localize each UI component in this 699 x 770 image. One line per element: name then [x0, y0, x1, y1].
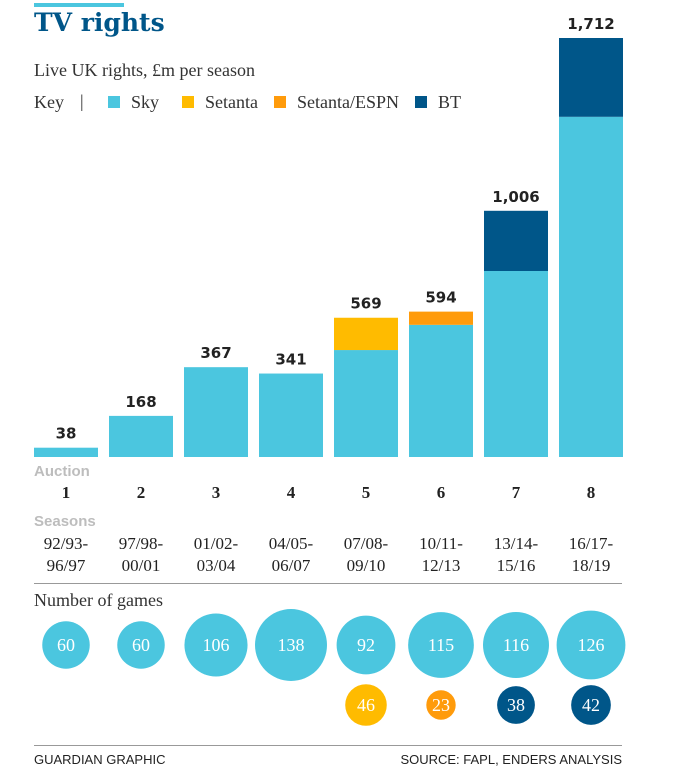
legend-label-bt: BT	[438, 92, 461, 112]
games-count-setanta-espn: 23	[432, 695, 450, 715]
auction-number: 5	[362, 483, 371, 502]
bar-segment-setanta-espn	[409, 311, 473, 325]
bar-total-label: 1,006	[492, 188, 539, 206]
chart-subtitle: Live UK rights, £m per season	[34, 60, 255, 80]
games-count-sky: 115	[428, 635, 454, 655]
season-range-start: 01/02-	[194, 534, 239, 553]
legend-label-setanta-espn: Setanta/ESPN	[297, 92, 399, 112]
bar-segment-sky	[34, 447, 98, 457]
auction-number: 8	[587, 483, 596, 502]
games-circle-bt	[571, 685, 611, 725]
season-range-end: 00/01	[122, 556, 161, 575]
bar-total-label: 594	[425, 289, 456, 307]
games-count-sky: 60	[57, 635, 75, 655]
bar-total-label: 38	[56, 425, 77, 443]
games-count-sky: 60	[132, 635, 150, 655]
games-count-setanta: 46	[357, 695, 375, 715]
games-circle-sky	[408, 612, 474, 678]
season-range-end: 18/19	[572, 556, 611, 575]
games-circle-sky	[336, 615, 396, 675]
bar-segment-sky	[259, 373, 323, 457]
season-range-start: 92/93-	[44, 534, 89, 553]
legend-swatch-bt	[415, 96, 427, 108]
season-range-start: 13/14-	[494, 534, 539, 553]
seasons-axis-label: Seasons	[34, 513, 96, 530]
season-range-start: 07/08-	[344, 534, 389, 553]
auction-number: 7	[512, 483, 521, 502]
bar-segment-sky	[109, 415, 173, 457]
auction-number: 4	[287, 483, 296, 502]
title-accent-bar	[34, 3, 124, 7]
legend-swatch-setanta	[182, 96, 194, 108]
bar-segment-sky	[334, 350, 398, 457]
bar-total-label: 341	[275, 351, 306, 369]
season-range-start: 04/05-	[269, 534, 314, 553]
season-range-end: 03/04	[197, 556, 236, 575]
games-circle-sky	[42, 621, 90, 669]
games-circle-bt	[497, 686, 535, 724]
bar-total-label: 168	[125, 393, 156, 411]
auction-number: 3	[212, 483, 221, 502]
games-circle-sky	[482, 611, 550, 679]
legend-swatch-setanta-espn	[274, 96, 286, 108]
season-range-end: 06/07	[272, 556, 311, 575]
bar-segment-sky	[184, 367, 248, 457]
bar-segment-sky	[559, 116, 623, 457]
season-range-end: 09/10	[347, 556, 386, 575]
bar-total-label: 367	[200, 344, 231, 362]
season-range-end: 96/97	[47, 556, 86, 575]
games-count-sky: 126	[578, 635, 605, 655]
games-circle-sky	[556, 610, 626, 680]
season-range-start: 16/17-	[569, 534, 614, 553]
games-count-sky: 92	[357, 635, 375, 655]
games-count-sky: 138	[278, 635, 305, 655]
games-circle-setanta	[345, 684, 387, 726]
games-count-sky: 116	[503, 635, 529, 655]
season-range-end: 15/16	[497, 556, 536, 575]
bar-segment-sky	[484, 270, 548, 457]
legend-label-sky: Sky	[131, 92, 159, 112]
games-count-sky: 106	[203, 635, 230, 655]
season-range-start: 97/98-	[119, 534, 164, 553]
bar-total-label: 1,712	[567, 15, 614, 33]
bar-total-label: 569	[350, 295, 381, 313]
auction-number: 2	[137, 483, 146, 502]
footer-source: SOURCE: FAPL, ENDERS ANALYSIS	[400, 752, 622, 767]
games-circle-setanta-espn	[426, 690, 456, 720]
games-circle-sky	[117, 621, 165, 669]
games-count-bt: 38	[507, 695, 525, 715]
legend-key-label: Key	[34, 92, 64, 112]
legend-swatch-sky	[108, 96, 120, 108]
footer-credit: GUARDIAN GRAPHIC	[34, 752, 165, 767]
season-range-start: 10/11-	[419, 534, 463, 553]
bar-segment-setanta	[334, 317, 398, 351]
games-count-bt: 42	[582, 695, 600, 715]
auction-axis-label: Auction	[34, 463, 90, 480]
games-circle-sky	[255, 609, 327, 681]
season-range-end: 12/13	[422, 556, 461, 575]
legend-label-setanta: Setanta	[205, 92, 258, 112]
games-circle-sky	[184, 613, 248, 677]
games-section-label: Number of games	[34, 590, 163, 610]
chart-title: TV rights	[34, 8, 165, 37]
legend-separator: |	[80, 91, 84, 111]
bar-segment-bt	[559, 38, 623, 117]
bar-segment-sky	[409, 324, 473, 457]
auction-number: 1	[62, 483, 71, 502]
bar-segment-bt	[484, 210, 548, 271]
auction-number: 6	[437, 483, 446, 502]
